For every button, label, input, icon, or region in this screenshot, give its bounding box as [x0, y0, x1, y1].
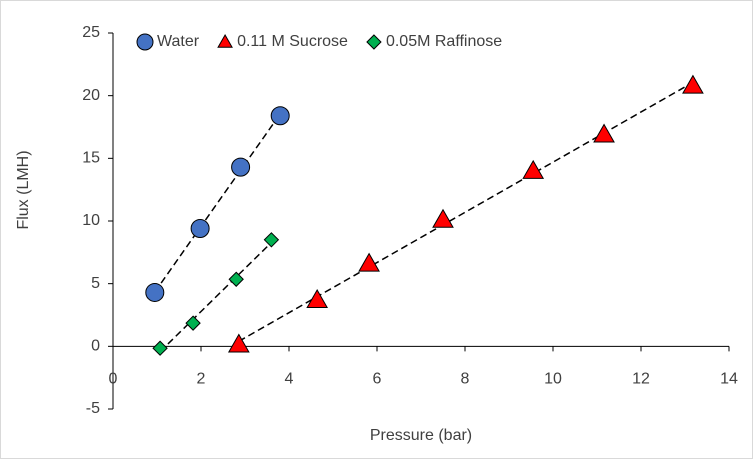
y-tick-label: 0	[91, 338, 100, 355]
marker	[190, 219, 210, 239]
x-tick-label: 6	[373, 371, 382, 388]
marker	[227, 333, 250, 353]
trendline	[159, 241, 272, 353]
marker	[682, 74, 704, 94]
marker	[593, 123, 615, 143]
marker	[231, 157, 251, 177]
marker	[228, 271, 244, 287]
y-tick-label: 5	[91, 275, 100, 292]
x-tick-label: 12	[632, 371, 650, 388]
trendline	[238, 81, 694, 342]
x-tick-label: 4	[285, 371, 294, 388]
legend-label: Water	[157, 33, 200, 50]
trendline	[154, 113, 281, 293]
y-tick-label: 15	[82, 150, 100, 167]
y-tick-label: -5	[86, 400, 100, 417]
marker	[522, 159, 545, 179]
y-tick-label: 25	[82, 24, 100, 41]
x-axis-label: Pressure (bar)	[370, 427, 472, 444]
legend-label: 0.05M Raffinose	[386, 33, 502, 50]
y-tick-label: 20	[82, 87, 100, 104]
marker	[358, 252, 380, 272]
y-tick-label: 10	[82, 212, 100, 229]
marker	[306, 288, 329, 308]
marker	[145, 282, 165, 302]
marker	[432, 208, 454, 228]
legend-marker	[136, 33, 154, 51]
x-tick-label: 10	[544, 371, 562, 388]
legend-marker	[217, 33, 233, 48]
x-tick-label: 2	[197, 371, 206, 388]
marker	[270, 106, 290, 126]
legend-marker	[366, 34, 382, 50]
y-axis-label: Flux (LMH)	[15, 150, 32, 229]
marker	[263, 232, 280, 248]
legend-label: 0.11 M Sucrose	[237, 33, 348, 50]
x-tick-label: 14	[720, 371, 738, 388]
marker	[185, 315, 201, 331]
x-tick-label: 8	[461, 371, 470, 388]
marker	[152, 340, 168, 356]
x-tick-label: 0	[109, 371, 118, 388]
